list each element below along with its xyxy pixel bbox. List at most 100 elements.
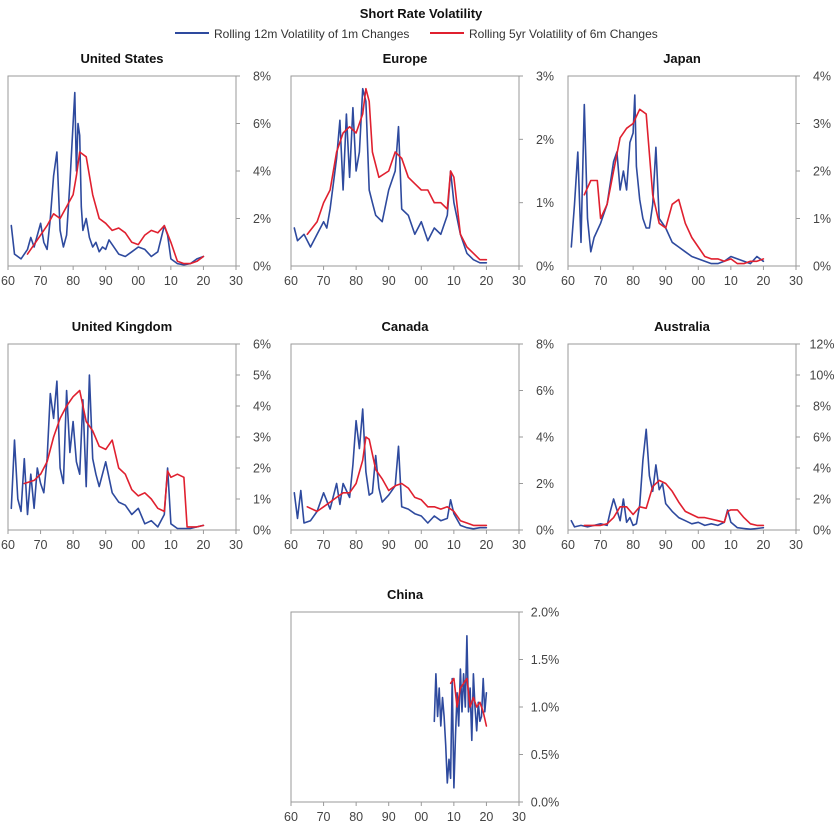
x-tick-label: 90 [99, 274, 113, 288]
y-tick-label: 2.0% [531, 606, 560, 620]
y-tick-label: 3% [813, 117, 831, 131]
x-tick-label: 30 [512, 274, 526, 288]
panel-title-canada: Canada [382, 319, 430, 334]
x-tick-label: 10 [724, 538, 738, 552]
y-tick-label: 0% [536, 260, 554, 274]
x-tick-label: 20 [479, 810, 493, 824]
panel-title-united-states: United States [80, 51, 163, 66]
panel-australia: Australia 60 70 80 90 00 10 20 30 0% 2% 4% 6% 8% 10% 12… [561, 319, 834, 552]
plot-frame-australia [567, 343, 797, 531]
x-tick-label: 70 [317, 538, 331, 552]
x-tick-label: 60 [561, 538, 575, 552]
series-line-united-kingdom-12m-vol [10, 374, 205, 530]
series-line-australia-5yr-vol [583, 479, 765, 527]
y-tick-label: 2% [813, 493, 831, 507]
y-tick-label: 2% [536, 477, 554, 491]
x-tick-label: 30 [789, 538, 803, 552]
x-tick-label: 00 [691, 538, 705, 552]
panel-canada: Canada 60 70 80 90 00 10 20 30 0% 2% 4% 6% 8% [284, 319, 554, 552]
y-tick-label: 1% [813, 212, 831, 226]
x-tick-label: 10 [724, 274, 738, 288]
y-tick-label: 0% [536, 524, 554, 538]
x-tick-label: 70 [34, 274, 48, 288]
x-tick-label: 80 [349, 274, 363, 288]
x-tick-label: 30 [229, 538, 243, 552]
series-line-united-kingdom-5yr-vol [23, 389, 205, 528]
x-tick-label: 10 [164, 274, 178, 288]
x-tick-label: 70 [594, 274, 608, 288]
legend-label-series-1: Rolling 12m Volatility of 1m Changes [214, 27, 409, 41]
panel-europe: Europe 60 70 80 90 00 10 20 30 0% 1% 2% 3% [284, 51, 554, 288]
x-tick-label: 90 [382, 538, 396, 552]
series-line-canada-12m-vol [293, 408, 488, 530]
y-tick-label: 0% [253, 260, 271, 274]
series-line-china-12m-vol [433, 634, 488, 789]
x-tick-label: 60 [284, 274, 298, 288]
x-tick-label: 00 [414, 810, 428, 824]
y-tick-label: 1.5% [531, 653, 560, 667]
y-tick-label: 2% [813, 165, 831, 179]
x-tick-label: 10 [447, 810, 461, 824]
panel-china: China 60 70 80 90 00 10 20 30 0.0% 0.5% 1.0% 1.5% 2.0… [284, 587, 559, 824]
series-line-europe-12m-vol [293, 87, 488, 264]
x-tick-label: 00 [414, 274, 428, 288]
plot-frame-united-kingdom [7, 343, 237, 531]
series-line-australia-12m-vol [570, 428, 765, 531]
x-tick-label: 60 [561, 274, 575, 288]
x-tick-label: 10 [447, 538, 461, 552]
y-tick-label: 8% [813, 400, 831, 414]
y-tick-label: 2% [253, 462, 271, 476]
y-tick-label: 4% [536, 431, 554, 445]
panel-title-japan: Japan [663, 51, 701, 66]
x-tick-label: 20 [479, 538, 493, 552]
plot-frame-europe [290, 75, 520, 267]
y-tick-label: 6% [536, 384, 554, 398]
x-tick-label: 30 [512, 538, 526, 552]
x-tick-label: 80 [349, 810, 363, 824]
panel-title-australia: Australia [654, 319, 710, 334]
panel-united-kingdom: United Kingdom 60 70 80 90 00 10 20 30 0% 1% 2% 3% 4%… [1, 319, 271, 552]
y-tick-label: 4% [813, 462, 831, 476]
x-tick-label: 60 [1, 538, 15, 552]
y-tick-label: 5% [253, 369, 271, 383]
series-line-canada-5yr-vol [306, 436, 488, 527]
x-tick-label: 20 [196, 538, 210, 552]
x-tick-label: 30 [512, 810, 526, 824]
x-tick-label: 10 [447, 274, 461, 288]
x-tick-label: 80 [349, 538, 363, 552]
x-tick-label: 20 [479, 274, 493, 288]
x-tick-label: 80 [626, 538, 640, 552]
x-tick-label: 30 [789, 274, 803, 288]
x-tick-label: 60 [284, 538, 298, 552]
legend-label-series-2: Rolling 5yr Volatility of 6m Changes [469, 27, 658, 41]
y-tick-label: 3% [536, 70, 554, 84]
x-tick-label: 60 [284, 810, 298, 824]
y-tick-label: 4% [813, 70, 831, 84]
y-tick-label: 1% [253, 493, 271, 507]
x-tick-label: 30 [229, 274, 243, 288]
x-tick-label: 90 [382, 810, 396, 824]
y-tick-label: 12% [809, 338, 834, 352]
series-line-japan-12m-vol [570, 94, 765, 265]
series-line-united-states-12m-vol [10, 91, 205, 266]
y-tick-label: 6% [813, 431, 831, 445]
series-line-china-5yr-vol [449, 677, 488, 727]
x-tick-label: 00 [131, 538, 145, 552]
y-tick-label: 0% [813, 260, 831, 274]
y-tick-label: 2% [536, 133, 554, 147]
x-tick-label: 90 [659, 538, 673, 552]
x-tick-label: 20 [756, 274, 770, 288]
panel-title-china: China [387, 587, 424, 602]
y-tick-label: 1% [536, 196, 554, 210]
y-tick-label: 0.0% [531, 796, 560, 810]
x-tick-label: 80 [66, 274, 80, 288]
x-tick-label: 70 [317, 274, 331, 288]
y-tick-label: 4% [253, 400, 271, 414]
y-tick-label: 0% [813, 524, 831, 538]
x-tick-label: 60 [1, 274, 15, 288]
y-tick-label: 0.5% [531, 748, 560, 762]
plot-frame-canada [290, 343, 520, 531]
y-tick-label: 2% [253, 212, 271, 226]
x-tick-label: 70 [594, 538, 608, 552]
y-tick-label: 6% [253, 117, 271, 131]
